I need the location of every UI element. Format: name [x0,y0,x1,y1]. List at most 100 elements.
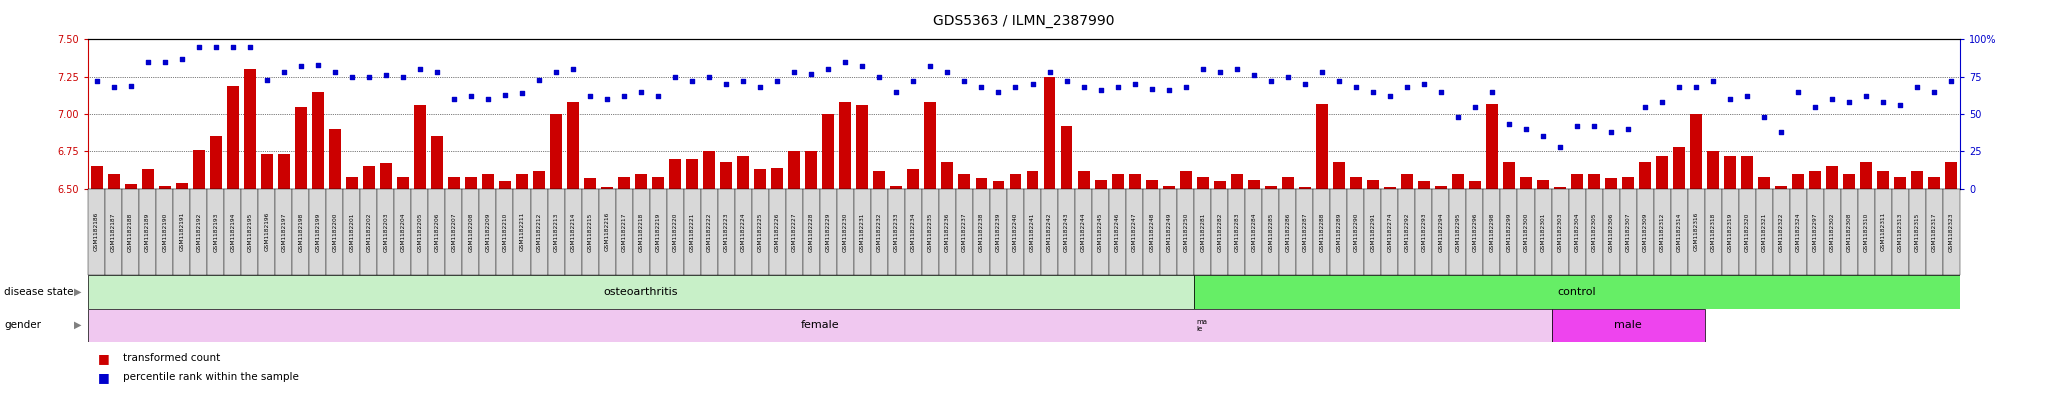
Bar [500,181,510,189]
Bar [737,156,750,189]
Point [1102,84,1135,90]
Bar [449,177,461,189]
Bar [1145,180,1157,189]
Text: GSM1182311: GSM1182311 [1880,212,1886,252]
Bar [1143,189,1159,275]
Bar [547,189,565,275]
Bar [1126,189,1143,275]
Bar [1487,103,1497,189]
Bar [598,189,616,275]
Point [1237,72,1270,78]
Point [999,84,1032,90]
Bar [242,189,258,275]
Point [489,92,522,98]
Point [1083,87,1116,93]
Text: GSM1182196: GSM1182196 [264,212,268,252]
Point [641,93,674,99]
Text: GSM1182282: GSM1182282 [1217,212,1223,252]
Point [573,93,606,99]
Point [1051,78,1083,84]
Point [387,73,420,80]
Point [862,73,895,80]
Text: GSM1182295: GSM1182295 [1456,212,1460,252]
Point [1221,66,1253,72]
Bar [1722,189,1739,275]
Bar [1724,156,1737,189]
Bar [1266,185,1276,189]
Point [557,66,590,72]
Point [1833,99,1866,105]
Text: GSM1182310: GSM1182310 [1864,212,1870,252]
Text: ▶: ▶ [74,287,82,297]
Bar [1858,189,1874,275]
Bar [1466,189,1483,275]
Bar [530,189,547,275]
Text: GSM1182305: GSM1182305 [1591,212,1597,252]
Bar [1401,174,1413,189]
Text: ▶: ▶ [74,320,82,330]
Bar [1436,185,1446,189]
Text: GSM1182299: GSM1182299 [1507,212,1511,252]
Point [1663,84,1696,90]
Text: control: control [1559,287,1595,297]
Bar [479,189,496,275]
Point [1919,88,1952,95]
Point [1628,103,1661,110]
Bar [1008,189,1024,275]
Bar [1759,177,1769,189]
Bar [463,189,479,275]
Point [676,78,709,84]
Text: GSM1182324: GSM1182324 [1796,212,1800,252]
Bar [551,114,561,189]
Bar [207,189,223,275]
Text: GSM1182242: GSM1182242 [1047,212,1053,252]
Bar [702,151,715,189]
Bar [635,174,647,189]
Point [625,88,657,95]
Point [166,55,199,62]
Text: GSM1182198: GSM1182198 [299,212,303,252]
Point [1731,93,1763,99]
Bar [1755,189,1774,275]
Point [1782,88,1815,95]
Bar [1468,181,1481,189]
Text: GSM1182214: GSM1182214 [571,212,575,252]
Bar [309,189,326,275]
Bar [754,169,766,189]
Text: GSM1182216: GSM1182216 [604,212,610,252]
Bar [125,184,137,189]
Bar [907,169,920,189]
Bar [1538,180,1548,189]
Text: GSM1182230: GSM1182230 [844,212,848,252]
Bar [1653,189,1671,275]
Point [1849,93,1882,99]
Text: GSM1182218: GSM1182218 [639,212,643,252]
Bar [258,189,274,275]
Bar [1929,177,1939,189]
Point [1577,123,1610,129]
Point [131,59,164,65]
Text: GSM1182220: GSM1182220 [672,212,678,252]
Bar [90,166,102,189]
Text: GSM1182300: GSM1182300 [1524,212,1528,252]
Bar [651,177,664,189]
Text: GDS5363 / ILMN_2387990: GDS5363 / ILMN_2387990 [934,13,1114,28]
Bar [819,189,838,275]
Text: GSM1182229: GSM1182229 [825,212,831,252]
Point [403,66,436,72]
Bar [1585,189,1604,275]
Bar [891,185,903,189]
Point [795,70,827,77]
Text: GSM1182224: GSM1182224 [741,212,745,252]
Bar [414,105,426,189]
Bar [1569,189,1585,275]
Bar [1587,174,1599,189]
Bar [1552,309,1704,342]
Bar [1790,189,1806,275]
Bar [381,163,391,189]
Point [590,96,623,102]
Text: GSM1182289: GSM1182289 [1335,212,1341,252]
Bar [209,136,221,189]
Bar [1946,162,1958,189]
Text: GSM1182243: GSM1182243 [1065,212,1069,252]
